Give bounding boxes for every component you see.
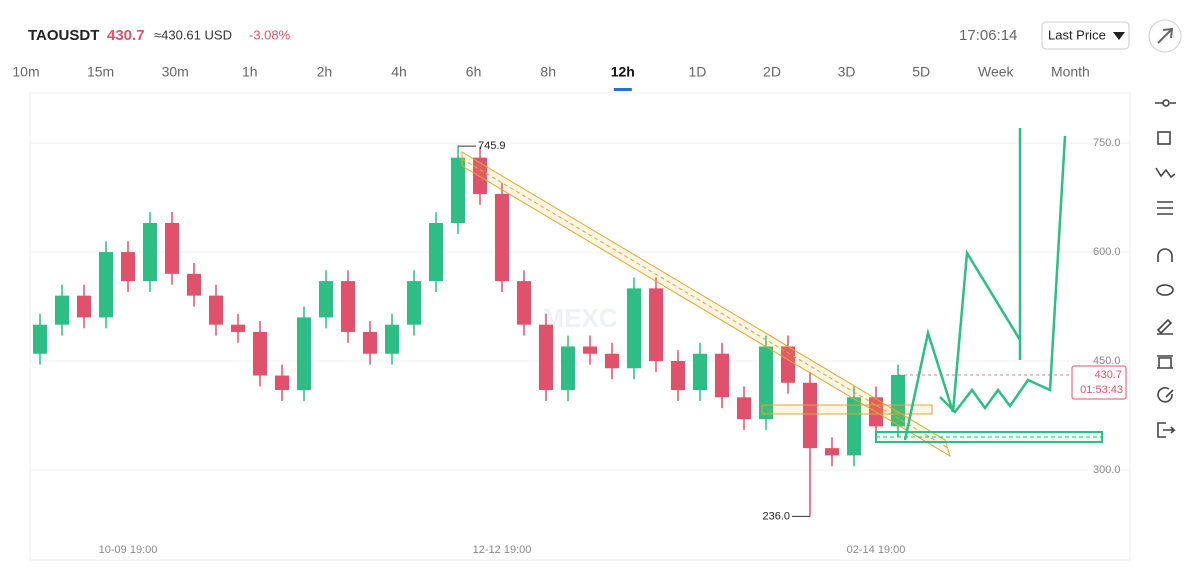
candle-body — [209, 295, 223, 325]
annotation-label: 236.0 — [762, 510, 790, 522]
tool-wave[interactable] — [1155, 167, 1176, 179]
tool-eye[interactable] — [1156, 284, 1174, 296]
timeframe-tab[interactable]: Week — [978, 64, 1015, 80]
last-price-label: 430.7 — [1094, 369, 1122, 381]
timeframe-tab[interactable]: 5D — [912, 64, 930, 80]
toolbar — [1155, 99, 1176, 438]
candle-body — [187, 273, 201, 296]
candle-body — [649, 288, 663, 361]
candle-body — [473, 157, 487, 194]
tool-share[interactable] — [1157, 386, 1174, 403]
timeframe-tab[interactable]: 3D — [838, 64, 856, 80]
candle-body — [77, 295, 91, 318]
candle-body — [363, 331, 377, 354]
candle-body — [319, 281, 333, 318]
candle-body — [803, 382, 817, 449]
candle-body — [825, 448, 839, 456]
candle-body — [429, 223, 443, 282]
candle-body — [605, 353, 619, 369]
candle-body — [583, 346, 597, 354]
candle-body — [781, 346, 795, 383]
active-tab-underline — [613, 88, 632, 91]
candle-body — [407, 281, 421, 325]
tool-template[interactable] — [1157, 355, 1173, 369]
candle-body — [143, 223, 157, 282]
timeframe-tab[interactable]: 10m — [12, 64, 39, 80]
y-tick-label: 300.0 — [1093, 464, 1121, 476]
dropdown-arrow — [1113, 32, 1125, 40]
candle-body — [341, 281, 355, 332]
y-tick-label: 750.0 — [1093, 137, 1121, 149]
candle-body — [33, 324, 47, 354]
candle-body — [297, 317, 311, 391]
tool-exit[interactable] — [1157, 422, 1176, 438]
watermark: MEXC — [542, 303, 617, 333]
tool-fib[interactable] — [1157, 201, 1173, 215]
timeframe-tab[interactable]: 30m — [162, 64, 189, 80]
timeframe-tab[interactable]: 15m — [87, 64, 114, 80]
timeframe-tab[interactable]: 12h — [611, 64, 635, 80]
candle-body — [627, 288, 641, 369]
last-price-tag — [1071, 365, 1127, 400]
change: -3.08% — [249, 27, 291, 42]
x-tick-label: 12-12 19:00 — [473, 544, 532, 556]
candle-body — [253, 331, 267, 376]
candle-body — [275, 375, 289, 391]
x-tick-label: 02-14 19:00 — [847, 544, 906, 556]
y-tick-label: 450.0 — [1093, 355, 1121, 367]
candle-body — [693, 353, 707, 391]
candle-body — [165, 223, 179, 274]
candle-body — [99, 252, 113, 318]
tool-magnet[interactable] — [1157, 248, 1173, 262]
candle-body — [539, 324, 553, 391]
countdown-label: 01:53:43 — [1080, 384, 1123, 396]
drawings — [461, 128, 1103, 458]
approx-price: ≈430.61 USD — [154, 27, 232, 42]
symbol: TAOUSDT — [28, 27, 99, 44]
candle-body — [231, 324, 245, 332]
timeframe-tab[interactable]: 1D — [688, 64, 706, 80]
timeframe-tab[interactable]: Month — [1051, 64, 1090, 80]
plot-frame — [29, 92, 1131, 561]
price: 430.7 — [107, 27, 145, 44]
candle-body — [847, 397, 861, 456]
candle-body — [715, 353, 729, 398]
candle-body — [561, 346, 575, 391]
candle-body — [55, 295, 69, 325]
tool-pen[interactable] — [1156, 318, 1173, 335]
clock: 17:06:14 — [959, 27, 1017, 44]
timeframe-tab[interactable]: 8h — [540, 64, 556, 80]
plot: 300.0 450.0 600.0 750.0 10-09 19:00 12-12 19:… — [30, 137, 1130, 556]
timeframe-tab[interactable]: 2h — [317, 64, 333, 80]
timeframe-tab[interactable]: 6h — [466, 64, 482, 80]
timeframe-tab[interactable]: 4h — [391, 64, 407, 80]
price-type-dropdown[interactable] — [1041, 21, 1130, 50]
tool-shape[interactable] — [1157, 131, 1171, 145]
candle-body — [759, 346, 773, 420]
candle-body — [495, 193, 509, 282]
tool-line-dot — [1162, 99, 1170, 107]
projection-b — [939, 135, 1067, 414]
candle-body — [451, 157, 465, 224]
projection-a — [903, 128, 1022, 441]
candle-body — [671, 360, 685, 391]
y-tick-label: 600.0 — [1093, 246, 1121, 258]
candle-body — [121, 252, 135, 282]
resistance-zone — [761, 404, 933, 415]
price-type: Last Price — [1048, 27, 1106, 42]
annotation-label: 745.9 — [478, 140, 506, 152]
trend-midline — [461, 158, 949, 449]
timeframe-tabs: 10m 15m 30m 1h 2h 4h 6h 8h 12h 1D 2D 3D 5D Week Month — [12, 64, 1090, 91]
fullscreen-icon — [1157, 27, 1174, 44]
candle-body — [385, 324, 399, 354]
timeframe-tab[interactable]: 1h — [242, 64, 258, 80]
candle-body — [737, 397, 751, 420]
timeframe-tab[interactable]: 2D — [763, 64, 781, 80]
candle-body — [517, 281, 531, 325]
x-tick-label: 10-09 19:00 — [99, 544, 158, 556]
